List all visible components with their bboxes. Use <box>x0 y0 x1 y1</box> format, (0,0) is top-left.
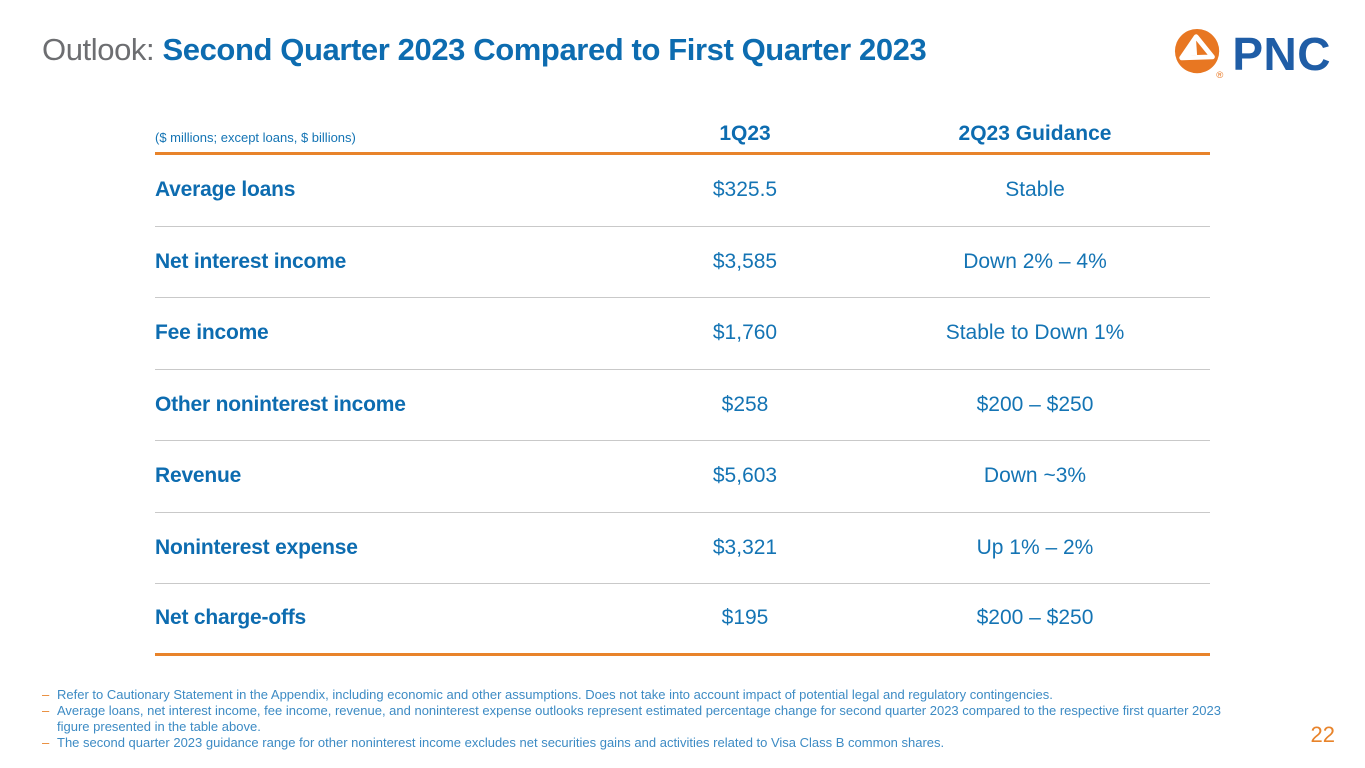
row-1q23-value: $3,321 <box>712 535 778 559</box>
registered-mark: ® <box>1217 70 1224 80</box>
row-label: Other noninterest income <box>155 392 406 416</box>
footnote-text: Refer to Cautionary Statement in the App… <box>57 687 1053 702</box>
table-row: Net interest income $3,585 Down 2% – 4% <box>155 227 1210 298</box>
title-prefix: Outlook: <box>42 32 155 67</box>
row-1q23-value: $325.5 <box>712 178 778 202</box>
row-guidance-value: Down ~3% <box>983 464 1087 488</box>
row-guidance-value: Up 1% – 2% <box>976 535 1094 559</box>
pnc-logo: ® PNC <box>1174 28 1331 80</box>
footnote-text: The second quarter 2023 guidance range f… <box>57 735 945 750</box>
pnc-emblem-icon: ® <box>1175 29 1224 80</box>
row-guidance-value: Down 2% – 4% <box>963 249 1107 273</box>
row-guidance-value: Stable <box>1005 178 1065 202</box>
row-guidance-value: $200 – $250 <box>976 606 1094 630</box>
footnote-dash-bullet: – <box>42 703 50 718</box>
table-row: Fee income $1,760 Stable to Down 1% <box>155 298 1210 370</box>
footnotes: – Refer to Cautionary Statement in the A… <box>42 687 1257 751</box>
table-row: Average loans $325.5 Stable <box>155 155 1210 227</box>
page-number: 22 <box>1310 722 1335 747</box>
footnote-item: – Refer to Cautionary Statement in the A… <box>42 687 1257 703</box>
row-label: Net charge-offs <box>155 606 307 630</box>
footnote-item: – Average loans, net interest income, fe… <box>42 703 1257 735</box>
unit-note: ($ millions; except loans, $ billions) <box>155 130 356 145</box>
table-header: ($ millions; except loans, $ billions) 1… <box>155 108 1210 155</box>
row-1q23-value: $258 <box>721 392 769 416</box>
row-1q23-value: $3,585 <box>712 249 778 273</box>
table-row: Net charge-offs $195 $200 – $250 <box>155 584 1210 656</box>
table-body: Average loans $325.5 Stable Net interest… <box>155 155 1210 656</box>
footnote-item: – The second quarter 2023 guidance range… <box>42 735 1257 751</box>
table-row: Noninterest expense $3,321 Up 1% – 2% <box>155 513 1210 584</box>
page-title: Outlook: Second Quarter 2023 Compared to… <box>42 32 1162 68</box>
footnote-dash-bullet: – <box>42 735 50 750</box>
pnc-wordmark: PNC <box>1232 28 1331 80</box>
row-1q23-value: $1,760 <box>712 321 778 345</box>
column-header-2q23-guidance: 2Q23 Guidance <box>958 122 1112 145</box>
outlook-table: ($ millions; except loans, $ billions) 1… <box>155 108 1210 656</box>
row-label: Average loans <box>155 178 296 202</box>
row-1q23-value: $195 <box>721 606 769 630</box>
column-header-1q23: 1Q23 <box>719 122 771 145</box>
row-guidance-value: $200 – $250 <box>976 392 1094 416</box>
title-main: Second Quarter 2023 Compared to First Qu… <box>162 32 927 67</box>
row-label: Net interest income <box>155 249 347 273</box>
row-label: Fee income <box>155 321 269 345</box>
footnote-dash-bullet: – <box>42 687 50 702</box>
table-row: Revenue $5,603 Down ~3% <box>155 441 1210 513</box>
row-label: Noninterest expense <box>155 535 358 559</box>
row-label: Revenue <box>155 464 242 488</box>
row-1q23-value: $5,603 <box>712 464 778 488</box>
footnote-text: Average loans, net interest income, fee … <box>57 703 1221 734</box>
table-row: Other noninterest income $258 $200 – $25… <box>155 370 1210 441</box>
row-guidance-value: Stable to Down 1% <box>945 321 1125 345</box>
